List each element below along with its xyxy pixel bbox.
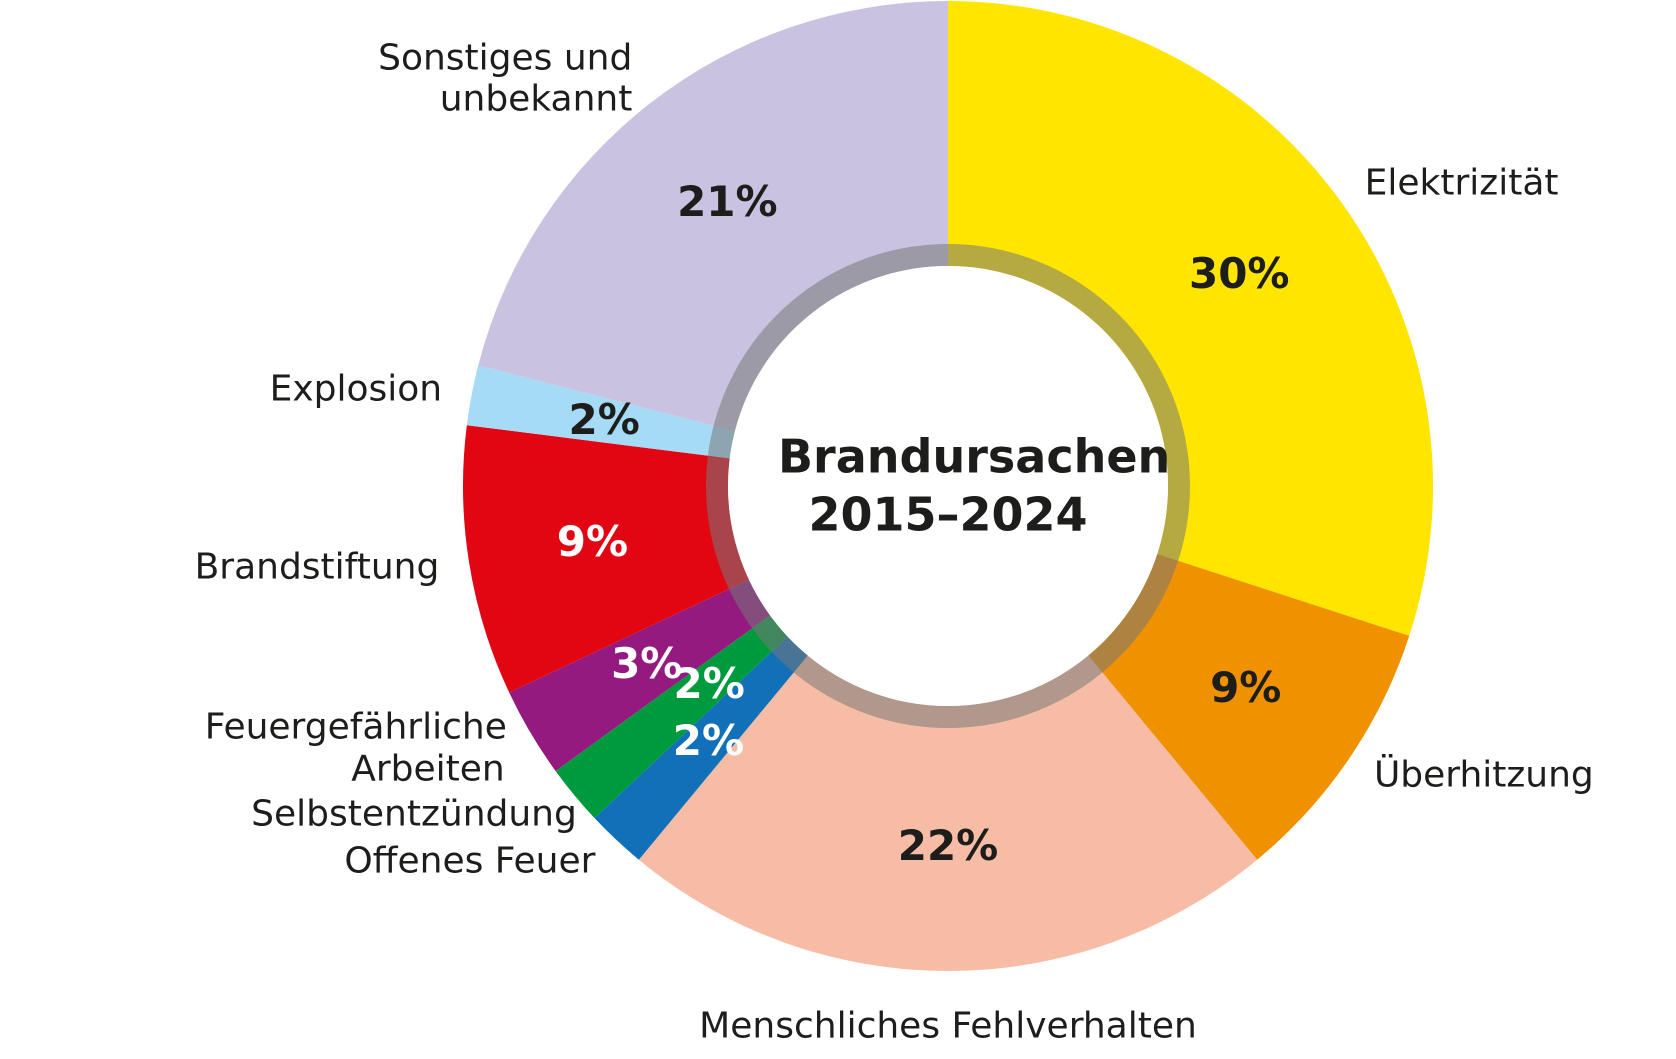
value-label: 22% — [897, 820, 999, 870]
slice — [948, 1, 1433, 636]
category-label: Elektrizität — [1364, 162, 1559, 204]
value-label: 9% — [556, 517, 629, 567]
category-label: Sonstiges und unbekannt — [378, 37, 633, 121]
value-label: 30% — [1188, 249, 1290, 299]
slice — [555, 615, 788, 819]
hole — [728, 266, 1168, 706]
slice — [1088, 553, 1410, 860]
category-label: Selbstentzündung — [251, 793, 577, 835]
category-label: Brandstiftung — [194, 545, 440, 587]
slice — [478, 1, 948, 432]
slice — [466, 365, 735, 459]
chart-title: Brandursachen 2015–2024 — [778, 429, 1171, 542]
value-label: 2% — [673, 658, 745, 708]
category-label: Offenes Feuer — [344, 840, 596, 882]
category-label: Menschliches Fehlverhalten — [699, 1005, 1197, 1047]
slice — [638, 655, 1258, 971]
category-label: Feuergefährliche Arbeiten — [204, 706, 507, 790]
value-label: 21% — [677, 176, 778, 226]
inner-ring — [706, 244, 1190, 728]
category-label: Überhitzung — [1373, 754, 1594, 796]
value-label: 2% — [568, 395, 640, 445]
slice — [509, 579, 771, 772]
category-label: Explosion — [269, 368, 443, 410]
slice — [463, 425, 749, 693]
value-label: 9% — [1210, 663, 1282, 713]
value-label: 3% — [611, 639, 683, 689]
slice — [594, 636, 808, 860]
value-label: 2% — [672, 715, 745, 765]
